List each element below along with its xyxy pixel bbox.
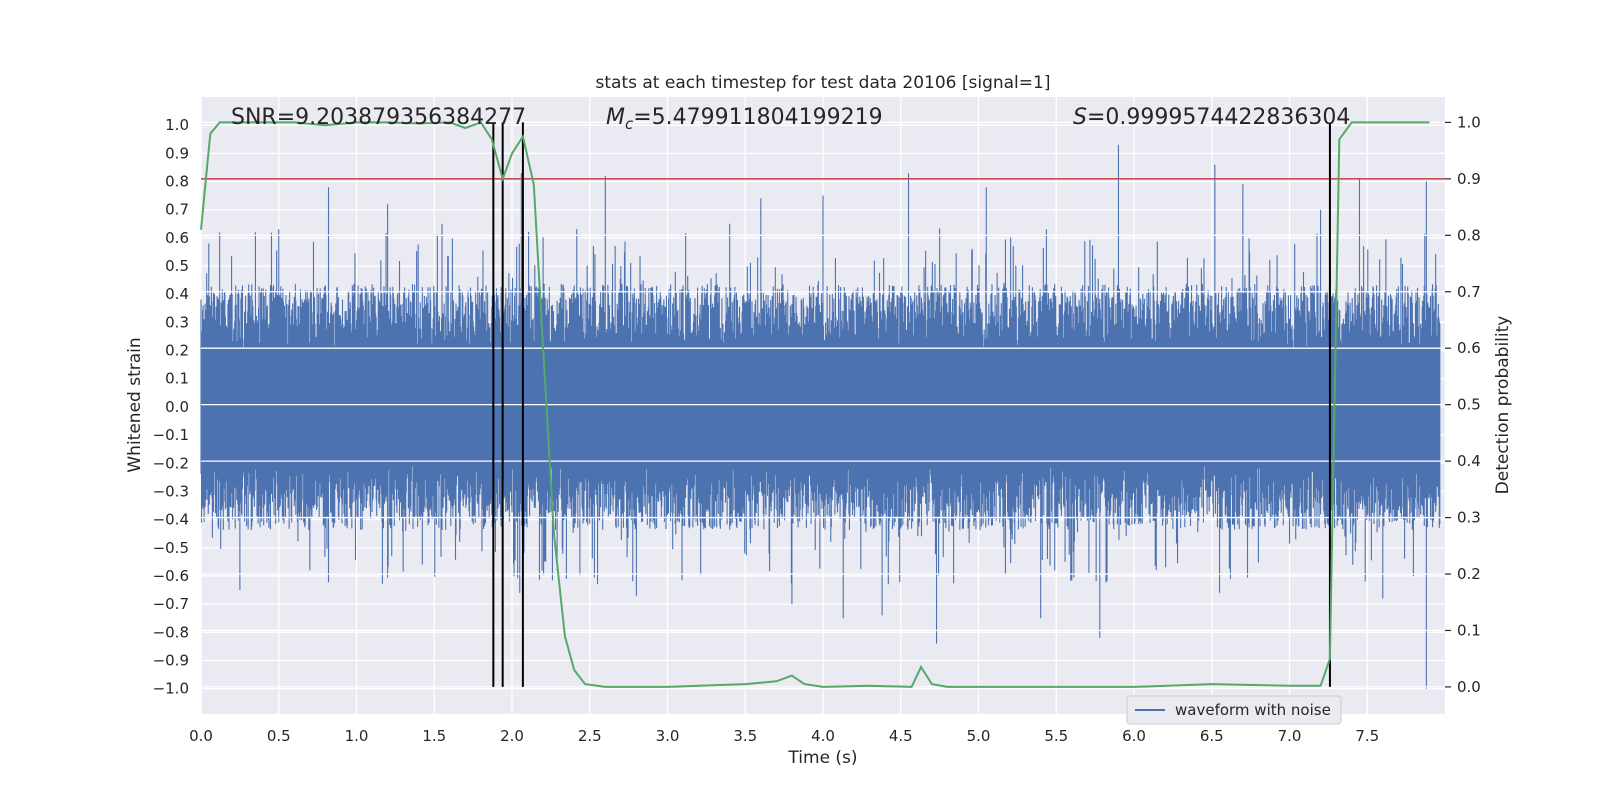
left-tick-label: 0.7: [165, 201, 189, 219]
vertical-markers: [492, 122, 1331, 687]
x-tick-label: 6.0: [1122, 727, 1146, 745]
right-axis-label: Detection probability: [1493, 316, 1513, 495]
left-tick-label: −0.5: [153, 539, 189, 557]
right-axis-ticks: 1.0 0.9 0.8 0.7 0.6 0.5 0.4 0.3 0.2 0.1 0.0: [1445, 113, 1481, 696]
x-tick-label: 3.0: [656, 727, 680, 745]
left-tick-label: 0.9: [165, 144, 189, 162]
x-tick-label: 4.5: [889, 727, 913, 745]
left-tick-label: −0.6: [153, 567, 189, 585]
right-tick-label: 0.3: [1457, 509, 1481, 527]
x-tick-label: 5.5: [1044, 727, 1068, 745]
legend: waveform with noise: [1126, 695, 1342, 725]
legend-label: waveform with noise: [1175, 701, 1331, 719]
right-tick-label: 0.9: [1457, 170, 1481, 188]
right-tick-label: 0.1: [1457, 621, 1481, 639]
waveform-trace: [200, 144, 1441, 689]
right-tick-label: 0.0: [1457, 678, 1481, 696]
x-tick-label: 0.0: [189, 727, 213, 745]
left-tick-label: 0.0: [165, 398, 189, 416]
x-tick-label: 6.5: [1200, 727, 1224, 745]
right-tick-label: 0.4: [1457, 452, 1481, 470]
x-tick-label: 1.0: [345, 727, 369, 745]
right-tick-label: 0.8: [1457, 226, 1481, 244]
s-value: =0.9999574422836304: [1087, 105, 1350, 130]
right-tick-label: 0.2: [1457, 565, 1481, 583]
x-tick-label: 0.5: [267, 727, 291, 745]
left-tick-label: 0.3: [165, 313, 189, 331]
right-tick-label: 1.0: [1457, 113, 1481, 131]
probability-line: [200, 121, 1430, 688]
chart-title: stats at each timestep for test data 201…: [596, 73, 1051, 93]
left-tick-label: −0.2: [153, 454, 189, 472]
mc-subscript: c: [625, 115, 634, 133]
left-tick-label: 0.4: [165, 285, 189, 303]
right-tick-label: 0.5: [1457, 396, 1481, 414]
left-tick-label: −1.0: [153, 680, 189, 698]
left-tick-label: 0.6: [165, 229, 189, 247]
left-tick-label: 1.0: [165, 116, 189, 134]
x-tick-label: 1.5: [422, 727, 446, 745]
left-axis-ticks: 1.0 0.9 0.8 0.7 0.6 0.5 0.4 0.3 0.2 0.1 0.0 −0.1 −0.…: [153, 116, 189, 697]
x-tick-label: 7.0: [1278, 727, 1302, 745]
left-tick-label: −0.4: [153, 511, 189, 529]
left-tick-label: −0.3: [153, 482, 189, 500]
left-tick-label: 0.2: [165, 342, 189, 360]
left-tick-label: 0.5: [165, 257, 189, 275]
x-tick-label: 4.0: [811, 727, 835, 745]
x-tick-label: 2.0: [500, 727, 524, 745]
left-tick-label: 0.1: [165, 370, 189, 388]
left-tick-label: 0.8: [165, 173, 189, 191]
significance-annotation: S=0.9999574422836304: [1073, 105, 1350, 130]
right-tick-label: 0.6: [1457, 339, 1481, 357]
x-axis-label: Time (s): [787, 748, 857, 768]
left-tick-label: −0.8: [153, 623, 189, 641]
mc-value: =5.479911804199219: [633, 105, 882, 130]
chirp-mass-annotation: Mc=5.479911804199219: [606, 105, 883, 133]
mc-symbol: M: [606, 105, 625, 130]
right-tick-label: 0.7: [1457, 283, 1481, 301]
waveform-series: [200, 144, 1441, 689]
x-tick-label: 7.5: [1355, 727, 1379, 745]
x-axis-ticks: 0.0 0.5 1.0 1.5 2.0 2.5 3.0 3.5 4.0 4.5 5.0 5.5 6.0 6…: [189, 727, 1379, 745]
left-tick-label: −0.1: [153, 426, 189, 444]
left-tick-label: −0.7: [153, 595, 189, 613]
left-axis-label: Whitened strain: [125, 337, 145, 472]
snr-annotation: SNR=9.203879356384277: [231, 105, 526, 130]
x-tick-label: 5.0: [967, 727, 991, 745]
x-tick-label: 3.5: [733, 727, 757, 745]
x-tick-label: 2.5: [578, 727, 602, 745]
left-tick-label: −0.9: [153, 651, 189, 669]
s-symbol: S: [1073, 105, 1087, 130]
legend-box: [1126, 695, 1342, 725]
